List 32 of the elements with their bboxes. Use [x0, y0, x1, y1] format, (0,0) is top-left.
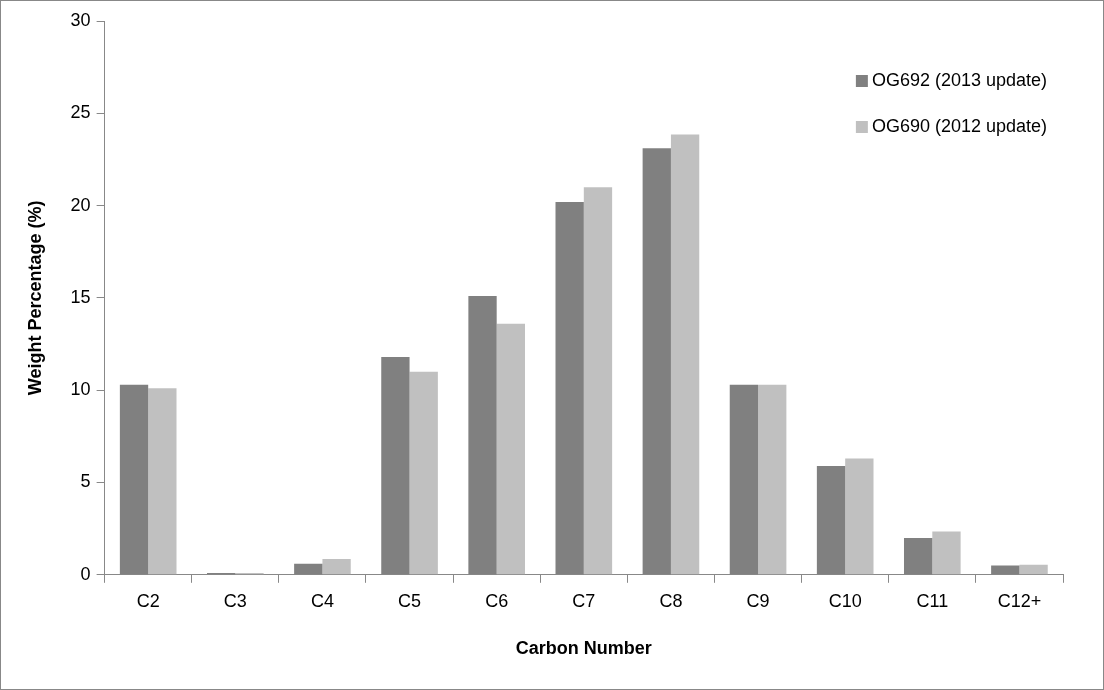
- bar: [148, 388, 177, 575]
- x-tick-label: C8: [659, 590, 683, 611]
- x-tick-label: C7: [572, 590, 596, 611]
- x-tick-label: C10: [828, 590, 862, 611]
- y-tick-label: 30: [70, 9, 91, 30]
- y-tick-label: 0: [80, 563, 91, 584]
- bar: [409, 371, 438, 575]
- bar: [1019, 564, 1048, 575]
- bar: [496, 323, 525, 575]
- legend-label: OG690 (2012 update): [871, 115, 1047, 136]
- x-tick-label: C4: [310, 590, 334, 611]
- x-tick-label: C11: [916, 590, 949, 611]
- y-tick-label: 20: [70, 194, 91, 215]
- legend-label: OG692 (2013 update): [871, 69, 1047, 90]
- y-tick-label: 15: [70, 286, 91, 307]
- bar: [932, 531, 961, 575]
- bar: [322, 559, 351, 575]
- x-axis-title: Carbon Number: [515, 638, 652, 659]
- x-tick-label: C6: [485, 590, 509, 611]
- x-tick-label: C5: [398, 590, 422, 611]
- y-tick-label: 5: [80, 471, 91, 492]
- bar: [670, 134, 700, 575]
- x-tick-label: C9: [746, 590, 770, 611]
- bar: [758, 384, 787, 575]
- bar: [583, 187, 613, 575]
- bar: [845, 458, 874, 575]
- x-tick-label: C3: [223, 590, 247, 611]
- y-axis-title: Weight Percentage (%): [24, 200, 45, 396]
- y-tick-label: 25: [70, 102, 91, 123]
- x-tick-label: C2: [136, 590, 160, 611]
- y-tick-label: 10: [70, 379, 91, 400]
- x-tick-label: C12+: [997, 590, 1042, 611]
